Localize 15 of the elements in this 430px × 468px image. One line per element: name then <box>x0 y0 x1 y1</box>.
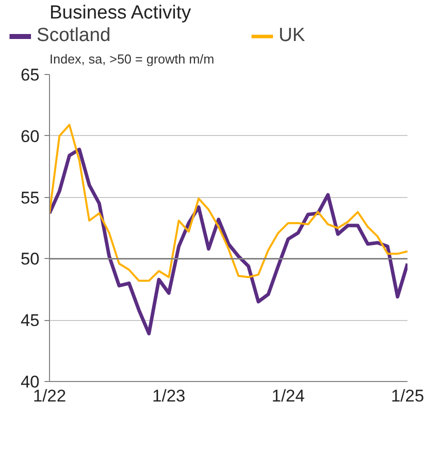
x-tick-label: 1/25 <box>390 386 424 406</box>
chart-title: Business Activity <box>50 2 192 24</box>
x-tick-label: 1/24 <box>272 386 305 406</box>
legend-label: Scotland <box>36 25 111 47</box>
line-series <box>50 148 408 336</box>
y-tick-label: 60 <box>20 126 40 146</box>
x-tick-label: 1/23 <box>152 386 186 406</box>
line-series <box>50 124 408 282</box>
x-tick-label: 1/22 <box>32 386 66 406</box>
chart-subtitle: Index, sa, >50 = growth m/m <box>50 52 214 66</box>
y-tick-label: 45 <box>20 311 40 330</box>
legend-label: UK <box>278 25 306 47</box>
y-tick-label: 55 <box>20 188 40 208</box>
y-tick-label: 50 <box>20 250 40 269</box>
y-tick-label: 65 <box>20 66 40 84</box>
